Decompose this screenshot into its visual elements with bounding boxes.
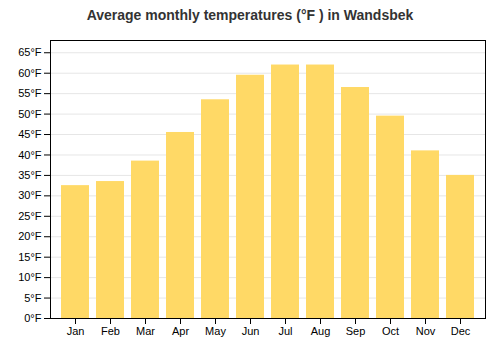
svg-text:Aug: Aug — [311, 325, 331, 337]
svg-text:5°F: 5°F — [24, 292, 42, 304]
svg-text:Jun: Jun — [242, 325, 260, 337]
svg-text:20°F: 20°F — [18, 230, 42, 242]
svg-text:10°F: 10°F — [18, 271, 42, 283]
svg-text:15°F: 15°F — [18, 251, 42, 263]
svg-text:Feb: Feb — [101, 325, 120, 337]
svg-text:50°F: 50°F — [18, 108, 42, 120]
svg-text:Oct: Oct — [382, 325, 399, 337]
svg-text:55°F: 55°F — [18, 87, 42, 99]
svg-text:Mar: Mar — [136, 325, 155, 337]
svg-text:40°F: 40°F — [18, 148, 42, 160]
svg-text:Sep: Sep — [346, 325, 366, 337]
svg-text:25°F: 25°F — [18, 210, 42, 222]
svg-text:Apr: Apr — [172, 325, 189, 337]
svg-text:30°F: 30°F — [18, 189, 42, 201]
svg-text:60°F: 60°F — [18, 67, 42, 79]
svg-text:Nov: Nov — [416, 325, 436, 337]
svg-text:0°F: 0°F — [24, 312, 42, 324]
svg-text:Jul: Jul — [278, 325, 292, 337]
svg-text:45°F: 45°F — [18, 128, 42, 140]
svg-text:Dec: Dec — [451, 325, 471, 337]
svg-text:Jan: Jan — [67, 325, 85, 337]
svg-text:65°F: 65°F — [18, 46, 42, 58]
html-text:Average monthly temperatures (: Average monthly temperatures (°F ) in Wa… — [86, 7, 414, 23]
svg-text:35°F: 35°F — [18, 169, 42, 181]
svg-text:May: May — [205, 325, 226, 337]
